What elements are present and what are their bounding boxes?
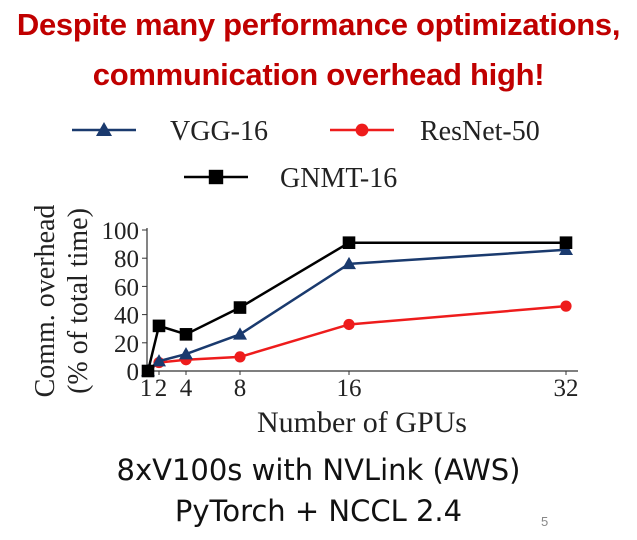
- legend-item-vgg-16: VGG-16: [72, 116, 268, 147]
- series-vgg-16: [141, 242, 573, 377]
- series-line-gnmt-16: [146, 241, 566, 372]
- y-tick-label: 20: [114, 331, 139, 358]
- x-tick-label: 4: [180, 375, 193, 402]
- series-line-resnet-50: [147, 304, 567, 372]
- legend-marker-vgg-16: [96, 122, 112, 136]
- y-axis-label-line-1: Comm. overhead: [30, 205, 61, 398]
- legend-label-gnmt-16: GNMT-16: [280, 163, 397, 194]
- data-point-gnmt-16: [141, 364, 155, 378]
- x-tick-label: 16: [337, 375, 362, 402]
- data-point-gnmt-16: [179, 328, 193, 341]
- y-tick-label: 40: [114, 303, 139, 330]
- legend-marker-resnet-50: [355, 123, 369, 137]
- x-tick-label: 32: [554, 375, 579, 402]
- x-tick-label: 1: [140, 375, 153, 402]
- software-caption: PyTorch + NCCL 2.4: [174, 494, 463, 528]
- data-point-gnmt-16: [152, 319, 166, 333]
- data-point-vgg-16: [179, 347, 193, 360]
- series-gnmt-16: [141, 236, 573, 378]
- data-point-resnet-50: [343, 318, 355, 331]
- x-tick-label: 8: [234, 375, 247, 402]
- y-axis-label-line-2: (% of total time): [63, 208, 94, 394]
- y-tick-label: 80: [114, 246, 139, 273]
- y-tick-label: 0: [127, 359, 140, 386]
- legend-label-resnet-50: ResNet-50: [420, 116, 540, 147]
- series-resnet-50: [142, 300, 572, 377]
- data-point-resnet-50: [560, 300, 572, 312]
- slide-title-line-1: Despite many performance optimizations,: [16, 7, 621, 42]
- chart-series: [141, 236, 573, 378]
- y-tick-label: 100: [102, 218, 140, 245]
- x-axis-label: Number of GPUs: [257, 406, 467, 439]
- x-tick-label: 2: [155, 375, 168, 402]
- legend-item-gnmt-16: GNMT-16: [184, 163, 397, 194]
- data-point-vgg-16: [342, 256, 356, 270]
- data-point-resnet-50: [234, 351, 246, 363]
- slide-number: 5: [541, 514, 549, 529]
- data-point-gnmt-16: [233, 301, 247, 314]
- y-tick-label: 60: [114, 274, 139, 301]
- legend-marker-gnmt-16: [208, 169, 224, 185]
- slide-title-line-2: communication overhead high!: [92, 57, 545, 92]
- data-point-vgg-16: [233, 327, 247, 340]
- data-point-gnmt-16: [342, 236, 356, 249]
- data-point-gnmt-16: [559, 236, 573, 249]
- chart-legend: VGG-16 ResNet-50 GNMT-16: [72, 116, 540, 194]
- legend-label-vgg-16: VGG-16: [170, 116, 268, 147]
- legend-item-resnet-50: ResNet-50: [330, 116, 540, 147]
- data-point-vgg-16: [152, 354, 166, 367]
- hardware-caption: 8xV100s with NVLink (AWS): [116, 453, 521, 487]
